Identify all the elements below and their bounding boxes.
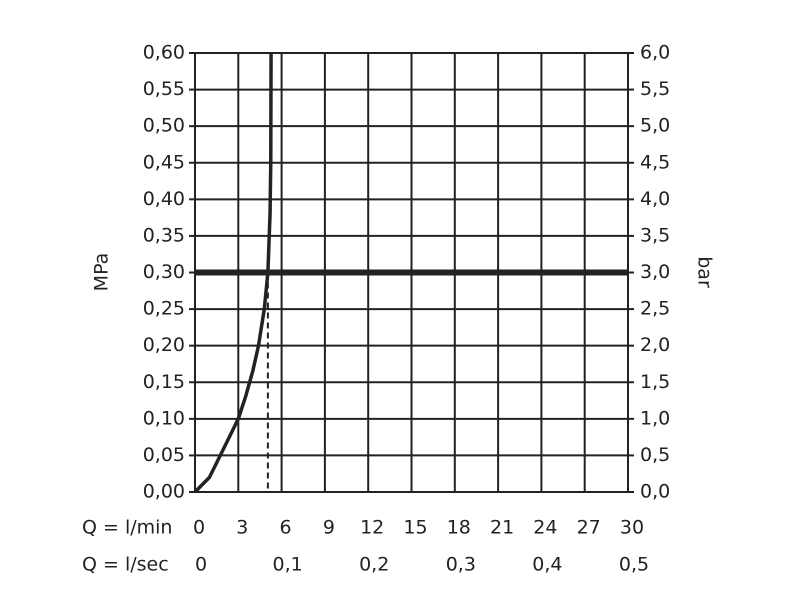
y2-tick-label: 1,0 bbox=[640, 407, 670, 429]
x2-tick-label: 0 bbox=[195, 554, 207, 576]
x-tick-label: 3 bbox=[236, 517, 248, 539]
x-tick-label: 24 bbox=[533, 517, 557, 539]
y2-tick-label: 6,0 bbox=[640, 42, 670, 64]
y-tick-label: 0,30 bbox=[143, 261, 185, 283]
x-tick-label: 21 bbox=[490, 517, 514, 539]
x-tick-label: 27 bbox=[577, 517, 601, 539]
y-tick-label: 0,40 bbox=[143, 188, 185, 210]
x-tick-label: 0 bbox=[193, 517, 205, 539]
y-tick-label: 0,10 bbox=[143, 407, 185, 429]
x-tick-label: 15 bbox=[403, 517, 427, 539]
y-tick-label: 0,00 bbox=[143, 481, 185, 503]
y2-tick-label: 0,5 bbox=[640, 444, 670, 466]
y2-tick-label: 4,5 bbox=[640, 151, 670, 173]
y2-tick-label: 5,0 bbox=[640, 115, 670, 137]
y-tick-label: 0,55 bbox=[143, 78, 185, 100]
y-axis-label: MPa bbox=[91, 253, 113, 292]
x-tick-label: 6 bbox=[280, 517, 292, 539]
x-tick-label: 9 bbox=[323, 517, 335, 539]
y-tick-label: 0,20 bbox=[143, 334, 185, 356]
x-axis-label: Q = l/min bbox=[82, 517, 172, 539]
y2-tick-label: 1,5 bbox=[640, 371, 670, 393]
y2-tick-label: 0,0 bbox=[640, 481, 670, 503]
y-tick-label: 0,25 bbox=[143, 298, 185, 320]
x2-tick-label: 0,3 bbox=[446, 554, 476, 576]
x2-tick-label: 0,2 bbox=[359, 554, 389, 576]
y-tick-label: 0,45 bbox=[143, 151, 185, 173]
x2-tick-label: 0,1 bbox=[272, 554, 302, 576]
y2-tick-label: 5,5 bbox=[640, 78, 670, 100]
y-tick-label: 0,60 bbox=[143, 42, 185, 64]
y2-tick-label: 2,0 bbox=[640, 334, 670, 356]
x2-tick-label: 0,4 bbox=[532, 554, 562, 576]
plot-frame bbox=[194, 52, 629, 493]
y-tick-label: 0,50 bbox=[143, 115, 185, 137]
y2-tick-label: 3,0 bbox=[640, 261, 670, 283]
y2-tick-label: 3,5 bbox=[640, 224, 670, 246]
y-tick-label: 0,35 bbox=[143, 224, 185, 246]
y2-tick-label: 4,0 bbox=[640, 188, 670, 210]
x2-tick-label: 0,5 bbox=[619, 554, 649, 576]
y-tick-label: 0,15 bbox=[143, 371, 185, 393]
y-tick-label: 0,05 bbox=[143, 444, 185, 466]
y2-axis-label: bar bbox=[694, 256, 716, 288]
y2-tick-label: 2,5 bbox=[640, 298, 670, 320]
x2-axis-label: Q = l/sec bbox=[82, 554, 169, 576]
x-tick-label: 12 bbox=[360, 517, 384, 539]
x-tick-label: 18 bbox=[447, 517, 471, 539]
curve bbox=[193, 52, 273, 494]
x-tick-label: 30 bbox=[620, 517, 644, 539]
